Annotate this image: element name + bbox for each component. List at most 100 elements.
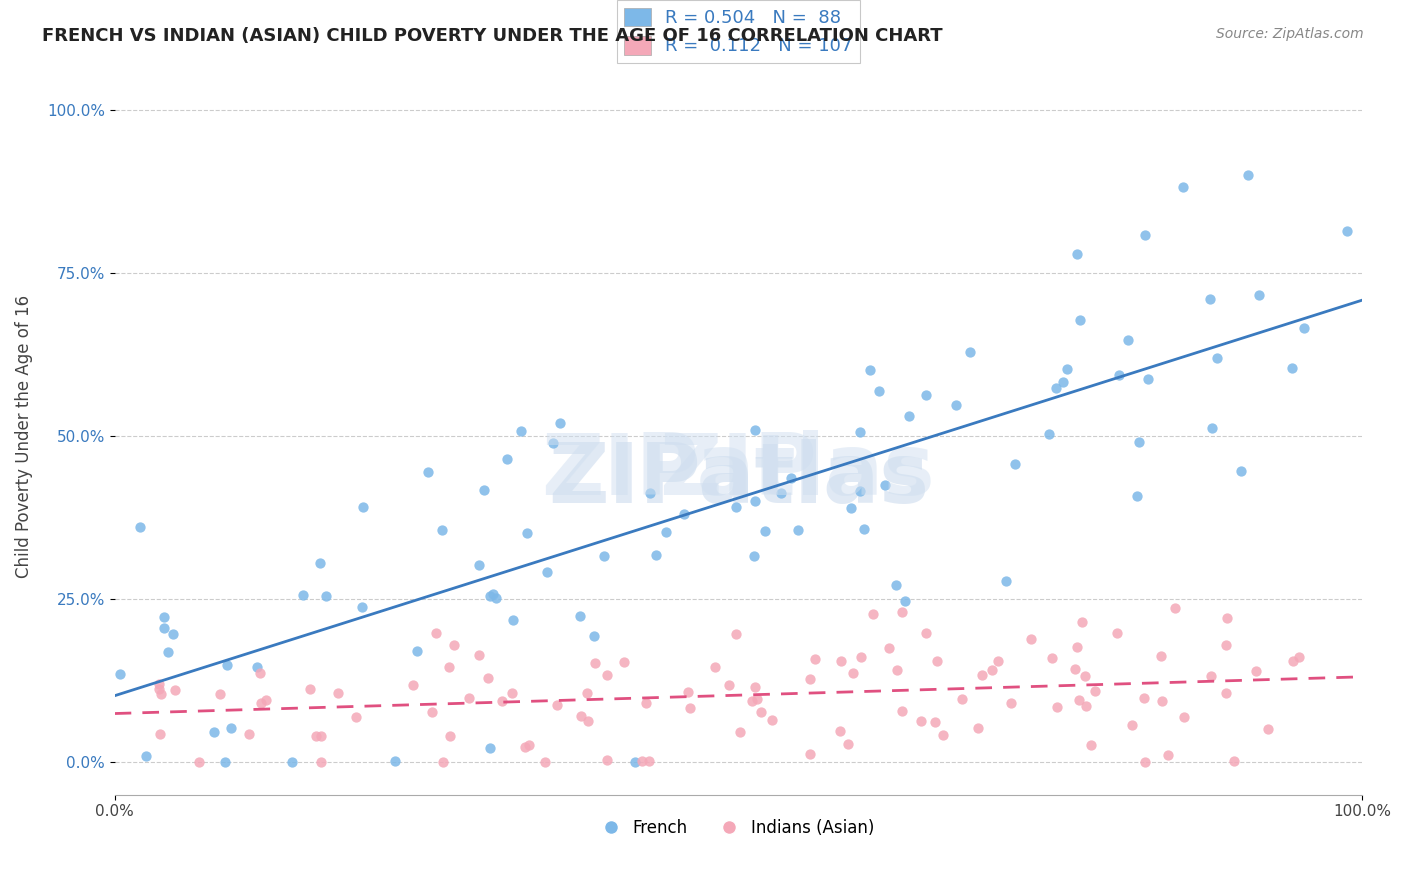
Text: ZIP: ZIP [659,431,817,514]
Point [837,738,859,752]
Point [1052,375,1074,389]
Point [430,523,453,537]
Point [157,645,180,659]
Point [309,556,332,570]
Point [1215,686,1237,700]
Point [886,663,908,677]
Point [741,694,763,708]
Point [501,686,523,700]
Point [569,609,592,624]
Point [548,417,571,431]
Point [1292,321,1315,335]
Point [249,666,271,681]
Point [149,687,172,701]
Point [439,729,461,743]
Point [804,652,827,666]
Point [1004,457,1026,471]
Point [149,727,172,741]
Point [1215,638,1237,652]
Point [1282,654,1305,668]
Point [799,747,821,761]
Point [1244,664,1267,678]
Point [249,696,271,710]
Point [1107,626,1129,640]
Point [703,659,725,673]
Point [516,525,538,540]
Point [352,500,374,514]
Point [1157,747,1180,762]
Point [315,590,337,604]
Point [432,755,454,769]
Point [596,753,619,767]
Point [676,684,699,698]
Point [839,501,862,516]
Point [309,755,332,769]
Point [915,626,938,640]
Point [725,500,748,514]
Point [153,610,176,624]
Point [724,627,747,641]
Point [477,671,499,685]
Point [546,698,568,713]
Point [1150,694,1173,708]
Point [129,520,152,534]
Point [747,691,769,706]
Point [502,614,524,628]
Point [1137,372,1160,386]
Point [405,643,427,657]
Point [1000,696,1022,710]
Point [1201,421,1223,435]
Point [717,678,740,692]
Point [596,667,619,681]
Point [1108,368,1130,382]
Point [655,525,678,540]
Point [780,470,803,484]
Point [1066,640,1088,655]
Point [744,424,766,438]
Point [481,587,503,601]
Point [1116,333,1139,347]
Point [910,714,932,729]
Point [219,721,242,735]
Point [1074,698,1097,713]
Point [108,667,131,681]
Point [496,451,519,466]
Point [1019,632,1042,647]
Point [754,524,776,538]
Point [613,656,636,670]
Point [402,678,425,692]
Point [305,729,328,743]
Point [1281,361,1303,376]
Point [884,578,907,592]
Point [1084,684,1107,698]
Point [457,691,479,706]
Point [1069,693,1091,707]
Point [509,424,531,438]
Point [672,507,695,521]
Point [187,755,209,769]
Point [744,494,766,508]
Point [744,680,766,694]
Point [1237,168,1260,182]
Point [576,714,599,729]
Text: FRENCH VS INDIAN (ASIAN) CHILD POVERTY UNDER THE AGE OF 16 CORRELATION CHART: FRENCH VS INDIAN (ASIAN) CHILD POVERTY U… [42,27,943,45]
Point [631,754,654,768]
Point [1133,228,1156,243]
Point [1038,427,1060,442]
Point [593,549,616,563]
Point [1336,224,1358,238]
Point [875,477,897,491]
Point [246,659,269,673]
Point [925,654,948,668]
Point [987,654,1010,668]
Point [292,588,315,602]
Point [1040,651,1063,665]
Point [770,486,793,500]
Point [214,755,236,769]
Point [830,654,852,668]
Point [848,483,870,498]
Point [326,686,349,700]
Point [298,681,321,696]
Point [859,363,882,377]
Point [950,692,973,706]
